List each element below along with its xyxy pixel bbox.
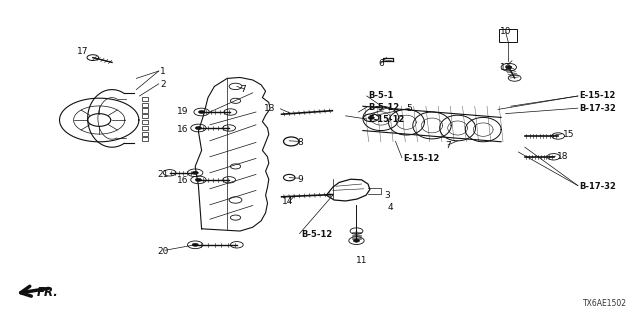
Text: 11: 11 (356, 256, 367, 265)
Bar (142, 120, 148, 124)
Text: 15: 15 (563, 130, 575, 139)
Text: TX6AE1502: TX6AE1502 (583, 299, 627, 308)
Bar (142, 137, 148, 141)
Circle shape (353, 239, 360, 242)
Circle shape (506, 66, 512, 69)
Bar (142, 108, 148, 113)
Text: E-15-12: E-15-12 (368, 115, 404, 124)
Text: FR.: FR. (37, 286, 59, 299)
Text: 12: 12 (500, 63, 511, 72)
Bar (142, 126, 148, 130)
Bar (142, 103, 148, 107)
Circle shape (198, 110, 205, 114)
Text: 19: 19 (177, 108, 189, 116)
Text: 21: 21 (157, 170, 169, 179)
Text: E-15-12: E-15-12 (579, 92, 616, 100)
Text: 4: 4 (387, 204, 393, 212)
Bar (142, 97, 148, 101)
Text: E-15-12: E-15-12 (403, 154, 440, 163)
Circle shape (192, 171, 198, 174)
Text: 16: 16 (177, 125, 189, 134)
Circle shape (192, 243, 198, 246)
Text: 8: 8 (298, 138, 303, 147)
Text: 14: 14 (282, 197, 294, 206)
Text: 7: 7 (241, 85, 246, 94)
Text: B-5-1: B-5-1 (368, 92, 394, 100)
Text: 7: 7 (445, 141, 451, 150)
Text: 5: 5 (407, 104, 412, 113)
Text: 6: 6 (378, 60, 383, 68)
Text: 10: 10 (500, 28, 511, 36)
Text: 2: 2 (161, 80, 166, 89)
Text: B-17-32: B-17-32 (579, 104, 616, 113)
Bar (142, 114, 148, 118)
Text: 9: 9 (298, 175, 303, 184)
Text: B-5-12: B-5-12 (368, 103, 399, 112)
Text: B-5-12: B-5-12 (301, 230, 332, 239)
Text: 17: 17 (77, 47, 89, 56)
Circle shape (195, 126, 202, 130)
Text: 1: 1 (161, 68, 166, 76)
Text: 16: 16 (177, 176, 189, 185)
Circle shape (195, 178, 202, 181)
Text: 3: 3 (384, 191, 390, 200)
Bar (142, 132, 148, 136)
Circle shape (368, 116, 374, 119)
Bar (499, 29, 517, 42)
Text: 20: 20 (157, 247, 169, 256)
Text: 13: 13 (264, 104, 275, 113)
Text: 18: 18 (557, 152, 568, 161)
Text: B-17-32: B-17-32 (579, 182, 616, 191)
